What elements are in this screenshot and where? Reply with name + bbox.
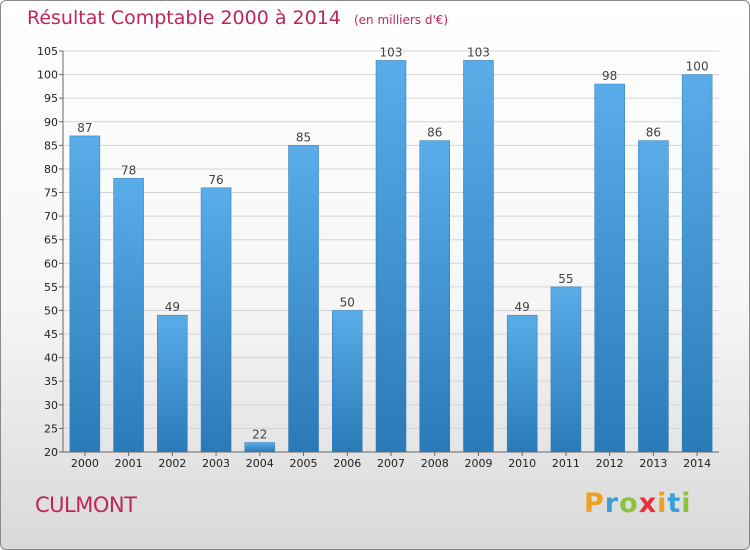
bar: [463, 60, 494, 453]
bar-value-label: 86: [427, 126, 442, 140]
y-tick-label: 80: [44, 163, 58, 176]
logo-letter: P: [584, 488, 605, 519]
logo-letter: t: [667, 488, 682, 519]
bars-group: 87 78 49 76 22 85 50 103 86 103 49 55 98 86 100: [69, 45, 713, 453]
bar: [113, 178, 144, 453]
bar: [419, 140, 450, 453]
bar-value-label: 85: [296, 130, 311, 144]
y-tick-label: 75: [44, 187, 58, 200]
logo-letter: r: [604, 488, 620, 519]
x-tick-label: 2011: [552, 457, 580, 470]
x-tick-label: 2006: [333, 457, 361, 470]
bar-value-label: 78: [121, 163, 136, 177]
y-tick-label: 95: [44, 92, 58, 105]
y-tick-label: 100: [37, 69, 58, 82]
bar-value-label: 86: [646, 126, 661, 140]
x-tick-label: 2005: [290, 457, 318, 470]
x-tick-label: 2008: [421, 457, 449, 470]
x-tick-label: 2002: [158, 457, 186, 470]
x-tick-label: 2012: [596, 457, 624, 470]
bar: [375, 60, 407, 453]
y-tick-label: 50: [44, 304, 58, 317]
bar-value-label: 76: [208, 173, 223, 187]
bar-value-label: 22: [252, 428, 267, 442]
logo-letter: o: [619, 488, 639, 519]
chart-title: Résultat Comptable 2000 à 2014: [27, 7, 341, 29]
logo-letter: i: [657, 488, 668, 519]
bar: [550, 286, 582, 453]
bar: [157, 314, 188, 453]
x-tick-label: 2010: [508, 457, 536, 470]
y-tick-label: 55: [44, 281, 58, 294]
x-tick-label: 2004: [246, 457, 274, 470]
y-tick-label: 30: [44, 399, 58, 412]
y-tick-label: 25: [44, 422, 58, 435]
bar-value-label: 49: [165, 300, 180, 314]
bar-value-label: 87: [77, 121, 92, 135]
title-row: Résultat Comptable 2000 à 2014 (en milli…: [27, 7, 448, 29]
x-tick-label: 2003: [202, 457, 230, 470]
y-tick-label: 65: [44, 234, 58, 247]
bar-value-label: 98: [602, 69, 617, 83]
x-tick-label: 2009: [464, 457, 492, 470]
bar: [638, 140, 669, 453]
bar: [506, 314, 538, 453]
logo-letter: i: [681, 488, 692, 519]
proxiti-logo: Proxiti: [584, 488, 692, 519]
bar: [332, 310, 363, 453]
y-tick-label: 70: [44, 210, 58, 223]
place-name: CULMONT: [35, 493, 137, 517]
y-tick-label: 40: [44, 352, 58, 365]
bar-value-label: 49: [515, 300, 530, 314]
y-tick-label: 20: [44, 446, 58, 459]
bar-value-label: 50: [340, 295, 355, 309]
x-tick-label: 2001: [115, 457, 143, 470]
logo-letter: x: [638, 488, 658, 519]
y-tick-label: 85: [44, 139, 58, 152]
y-tick-label: 60: [44, 257, 58, 270]
bar: [594, 83, 625, 453]
y-tick-label: 105: [37, 45, 58, 58]
bar-value-label: 103: [380, 45, 403, 59]
bar-value-label: 55: [558, 272, 573, 286]
x-tick-label: 2007: [377, 457, 405, 470]
bar: [69, 135, 101, 453]
chart-unit-note: (en milliers d'€): [353, 13, 449, 27]
bar: [200, 187, 232, 453]
y-tick-label: 90: [44, 116, 58, 129]
x-tick-label: 2000: [71, 457, 99, 470]
bar: [681, 74, 713, 453]
axes: 20 25 30 35 40 45 50 55 60 65 70 75 80 85 90 95 100 105 20…: [37, 45, 719, 470]
x-tick-label: 2014: [683, 457, 711, 470]
bar: [244, 442, 276, 453]
bar-value-label: 103: [467, 45, 490, 59]
x-tick-label: 2013: [639, 457, 667, 470]
bar: [288, 145, 319, 453]
y-tick-label: 35: [44, 375, 58, 388]
y-tick-label: 45: [44, 328, 58, 341]
bar-value-label: 100: [686, 60, 709, 74]
